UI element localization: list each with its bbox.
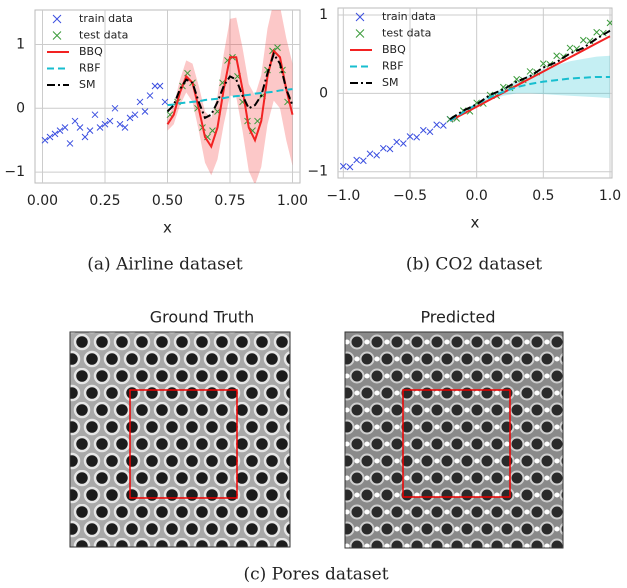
legend-label: RBF xyxy=(382,60,404,73)
ground-truth-image xyxy=(70,332,290,547)
x-tick-label: 0.75 xyxy=(214,193,245,209)
x-tick-label: 1.0 xyxy=(599,188,621,204)
panel-title: Predicted xyxy=(420,308,495,327)
x-tick-label: 0.50 xyxy=(152,193,183,209)
legend-label: BBQ xyxy=(382,43,406,56)
x-tick-label: 0.0 xyxy=(466,188,488,204)
chart: 0.00 0.25 0.50 0.75 1.00 −1 0 1 x train data test … xyxy=(4,1,308,274)
x-tick-label: −1.0 xyxy=(326,188,360,204)
x-tick-label: 0.5 xyxy=(532,188,554,204)
legend-label: SM xyxy=(382,76,398,89)
x-tick-label: 0.00 xyxy=(27,193,58,209)
chart: −1.0 −0.5 0.0 0.5 1.0 −1 0 1 x train data test dat… xyxy=(307,7,621,274)
caption: (b) CO2 dataset xyxy=(406,255,542,275)
caption: (a) Airline dataset xyxy=(87,255,243,275)
x-axis-label: x xyxy=(471,214,480,232)
x-tick-label: 0.25 xyxy=(89,193,120,209)
caption: (c) Pores dataset xyxy=(243,565,388,585)
y-tick-label: 1 xyxy=(16,36,25,52)
x-tick-label: −0.5 xyxy=(393,188,427,204)
legend-label: train data xyxy=(79,12,133,25)
legend-label: RBF xyxy=(79,62,101,75)
predicted-image xyxy=(345,332,563,548)
y-tick-label: 1 xyxy=(319,7,328,23)
legend-label: BBQ xyxy=(79,45,103,58)
legend-label: train data xyxy=(382,10,436,23)
x-axis-label: x xyxy=(163,219,172,237)
figure-canvas: Ground Truth Predicted (c) Pores dataset… xyxy=(0,0,627,588)
y-tick-label: −1 xyxy=(307,164,328,180)
y-tick-label: 0 xyxy=(319,85,328,101)
figure: Ground Truth Predicted (c) Pores dataset… xyxy=(0,0,627,588)
panel-title: Ground Truth xyxy=(150,308,255,327)
y-tick-label: 0 xyxy=(16,100,25,116)
legend-label: test data xyxy=(79,29,128,42)
legend-label: test data xyxy=(382,27,431,40)
legend-label: SM xyxy=(79,78,95,91)
x-tick-label: 1.00 xyxy=(277,193,308,209)
y-tick-label: −1 xyxy=(4,164,25,180)
